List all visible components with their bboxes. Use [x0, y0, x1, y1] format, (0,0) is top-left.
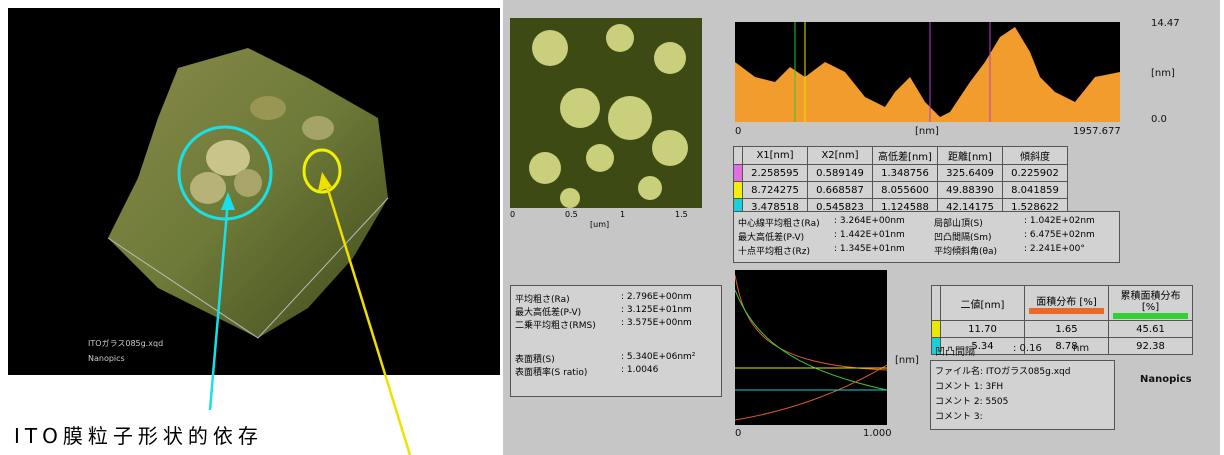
caption: ITO膜粒子形状的依存: [14, 420, 263, 449]
header-cell: X2[nm]: [808, 147, 873, 165]
header-cell: 傾斜度: [1003, 147, 1068, 165]
file-line: ファイル名: ITOガラス085g.xqd: [935, 365, 1110, 380]
histogram-x-max: 1.000: [863, 428, 892, 439]
profile-plot: [735, 22, 1120, 122]
arrow-head: [221, 192, 235, 210]
image-tick: 0: [510, 210, 515, 219]
stat-text: 平均粗さ(Ra): [515, 292, 570, 305]
stat-text: : 2.796E+00nm: [621, 292, 692, 302]
cell: 8.041859: [1003, 182, 1068, 199]
profile-y-unit: [nm]: [1151, 68, 1175, 79]
arrow-head: [318, 172, 332, 191]
header-cell: 高低差[nm]: [873, 147, 938, 165]
stat-text: : 1.442E+01nm: [834, 230, 905, 240]
spacing-value: : 0.16: [1013, 343, 1042, 354]
stat-text: 十点平均粗さ(Rz): [738, 244, 810, 257]
cell: 1.65: [1025, 321, 1109, 338]
stat-text: : 1.0046: [621, 365, 658, 375]
cell: 49.88390: [938, 182, 1003, 199]
stat-text: 最大高低差(P-V): [738, 230, 804, 243]
cell: 45.61: [1109, 321, 1193, 338]
cell: 2.258595: [743, 165, 808, 182]
stat-text: 表面積(S): [515, 352, 555, 365]
cell: 325.6409: [938, 165, 1003, 182]
plot-bg: [735, 270, 887, 425]
histogram-unit: [nm]: [895, 355, 919, 366]
header-cell: X1[nm]: [743, 147, 808, 165]
profile-y-max: 14.47: [1151, 18, 1180, 29]
cell: 8.055600: [873, 182, 938, 199]
image-axis: 0 0.5 1 1.5 [um]: [510, 210, 702, 230]
roughness-box: 中心線平均粗さ(Ra) : 3.264E+00nm 局部山頂(S) : 1.042E+…: [733, 211, 1120, 263]
cell: 0.225902: [1003, 165, 1068, 182]
spacing-unit: nm: [1073, 343, 1089, 354]
brand: Nanopics: [1140, 374, 1192, 385]
file-line: コメント 1: 3FH: [935, 380, 1110, 395]
image-tick: 0.5: [565, 210, 578, 219]
swatch-cell: [734, 147, 743, 165]
profile-x-max: 1957.677: [1073, 126, 1121, 137]
arrow: [325, 180, 410, 455]
header-text: 面積分布 [%]: [1029, 293, 1104, 308]
stat-text: : 3.575E+00nm: [621, 318, 692, 328]
arrow: [210, 200, 228, 410]
image-tick: 1: [620, 210, 625, 219]
color-bar: [1029, 308, 1104, 314]
stat-text: : 6.475E+02nm: [1024, 230, 1095, 240]
image-tick: 1.5: [675, 210, 688, 219]
cell: 92.38: [1109, 338, 1193, 355]
stat-text: : 3.125E+01nm: [621, 305, 692, 315]
cell: 11.70: [941, 321, 1025, 338]
image-axis-unit: [um]: [590, 220, 609, 229]
histogram: [735, 270, 887, 425]
swatch-cell: [734, 165, 743, 182]
color-bar: [1113, 313, 1188, 319]
cell: 0.668587: [808, 182, 873, 199]
stat-text: 中心線平均粗さ(Ra): [738, 216, 820, 229]
stat-text: 凹凸間隔(Sm): [934, 230, 992, 243]
stat-text: 局部山頂(S): [934, 216, 983, 229]
file-line: コメント 3:: [935, 410, 1110, 425]
swatch-cell: [932, 286, 941, 321]
header-cell: 累積面積分布 [%]: [1109, 286, 1193, 321]
header-text: 累積面積分布 [%]: [1113, 287, 1188, 313]
histogram-x-min: 0: [735, 428, 741, 439]
stat-text: : 1.345E+01nm: [834, 244, 905, 254]
header-text: 二値[nm]: [945, 296, 1020, 311]
header-cell: 距離[nm]: [938, 147, 1003, 165]
cell: 8.724275: [743, 182, 808, 199]
header-row: 二値[nm] 面積分布 [%] 累積面積分布 [%]: [932, 286, 1193, 321]
profile-x-unit: [nm]: [915, 126, 939, 137]
cell: 0.589149: [808, 165, 873, 182]
afm-image: [510, 18, 702, 208]
stat-text: : 2.241E+00°: [1024, 244, 1085, 254]
stat-text: : 3.264E+00nm: [834, 216, 905, 226]
stat-text: 二乗平均粗さ(RMS): [515, 318, 596, 331]
spacing-label: 凹凸間隔: [935, 343, 975, 358]
stat-text: : 1.042E+02nm: [1024, 216, 1095, 226]
stat-text: : 5.340E+06nm²: [621, 352, 695, 362]
page: ITOガラス085g.xqd Nanopics ITO膜粒子形状的依存 00.5…: [0, 0, 1224, 455]
stat-text: 最大高低差(P-V): [515, 305, 581, 318]
header-cell: 面積分布 [%]: [1025, 286, 1109, 321]
header-cell: 二値[nm]: [941, 286, 1025, 321]
header-row: X1[nm]X2[nm]高低差[nm]距離[nm]傾斜度: [734, 147, 1068, 165]
file-line: コメント 2: 5505: [935, 395, 1110, 410]
analysis-window: 0 0.5 1 1.5 [um] 14.47 [nm] 0.0 0 [nm] 1957.…: [503, 0, 1220, 455]
profile-x-min: 0: [735, 126, 741, 137]
area-stats-box: 平均粗さ(Ra) : 2.796E+00nm 最大高低差(P-V) : 3.125E+…: [510, 285, 722, 397]
stat-text: 表面積率(S ratio): [515, 365, 587, 378]
cell: 1.348756: [873, 165, 938, 182]
swatch-cell: [734, 182, 743, 199]
profile-y-min: 0.0: [1151, 114, 1167, 125]
swatch-cell: [932, 321, 941, 338]
stat-text: 平均傾斜角(θa): [934, 244, 997, 257]
